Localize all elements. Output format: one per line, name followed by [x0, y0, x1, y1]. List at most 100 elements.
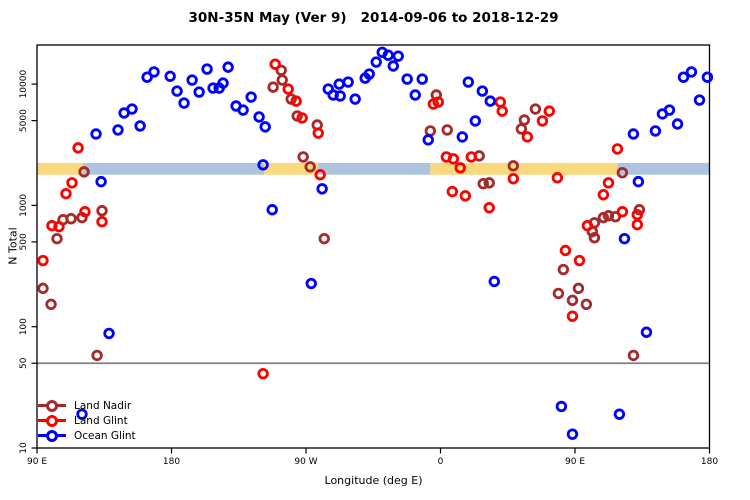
data-point-ocean-glint — [618, 232, 631, 245]
data-point-land-glint — [581, 219, 594, 232]
band-segment-blue — [617, 162, 710, 175]
data-point-land-glint — [257, 367, 269, 380]
data-point-land-glint — [483, 201, 495, 214]
y-axis-tick-label: 1000 — [19, 194, 29, 217]
data-point-land-glint — [314, 169, 326, 181]
legend-item-ocean-glint: Ocean Glint — [38, 428, 136, 443]
data-point-ocean-glint — [409, 89, 421, 101]
legend-label: Land Glint — [74, 414, 128, 427]
data-point-ocean-glint — [245, 91, 257, 103]
data-point-land-glint — [282, 83, 294, 95]
x-axis-label: Longitude (deg E) — [324, 474, 423, 487]
data-point-land-glint — [296, 112, 308, 124]
data-point-land-glint — [465, 151, 477, 163]
land-glint-marker-icon — [38, 414, 66, 427]
data-point-land-nadir — [529, 103, 542, 115]
data-point-land-glint — [543, 105, 555, 117]
x-axis-tick-label: 90 W — [294, 457, 317, 467]
band-segment-orange — [37, 162, 84, 175]
data-point-land-glint — [53, 220, 65, 233]
data-point-land-glint — [559, 244, 572, 257]
data-point-land-glint — [454, 162, 466, 174]
legend-label: Ocean Glint — [74, 429, 136, 442]
data-point-ocean-glint — [632, 175, 645, 188]
data-point-land-glint — [79, 206, 91, 218]
data-point-ocean-glint — [327, 89, 339, 101]
data-point-land-glint — [46, 219, 58, 232]
data-point-ocean-glint — [171, 85, 183, 97]
y-axis-tick-label: 10 — [19, 442, 29, 454]
data-point-land-glint — [72, 142, 84, 154]
data-point-ocean-glint — [640, 326, 653, 338]
chart-title: 30N-35N May (Ver 9) 2014-09-06 to 2018-1… — [188, 10, 559, 26]
data-point-ocean-glint — [186, 74, 198, 86]
data-point-ocean-glint — [370, 56, 382, 68]
data-point-ocean-glint — [387, 60, 399, 72]
data-point-land-glint — [459, 190, 472, 202]
data-point-ocean-glint — [693, 94, 706, 106]
data-point-ocean-glint — [257, 159, 269, 171]
data-point-land-nadir — [45, 298, 57, 310]
data-point-ocean-glint — [671, 118, 684, 130]
y-axis-tick-label: 100 — [19, 318, 29, 335]
data-point-ocean-glint — [401, 73, 413, 85]
data-point-land-nadir — [318, 232, 330, 245]
data-point-ocean-glint — [685, 66, 698, 78]
data-point-ocean-glint — [484, 95, 496, 107]
legend-item-land-nadir: Land Nadir — [38, 398, 136, 413]
data-point-land-nadir — [616, 167, 629, 179]
data-point-land-nadir — [518, 114, 531, 126]
data-point-ocean-glint — [566, 428, 579, 440]
data-point-land-nadir — [552, 287, 565, 300]
legend: Land Nadir Land Glint Ocean Glint — [38, 398, 136, 443]
data-point-ocean-glint — [164, 70, 176, 82]
data-point-land-glint — [611, 143, 624, 155]
data-point-land-nadir — [96, 205, 108, 217]
data-point-ocean-glint — [266, 204, 278, 216]
data-point-ocean-glint — [363, 68, 375, 80]
data-point-ocean-glint — [305, 277, 317, 290]
data-point-land-glint — [521, 131, 534, 143]
data-point-ocean-glint — [95, 175, 107, 188]
data-point-ocean-glint — [649, 125, 662, 137]
data-point-ocean-glint — [103, 327, 115, 340]
land-nadir-marker-icon — [38, 399, 66, 412]
data-point-land-glint — [37, 254, 49, 267]
x-axis-tick-label: 90 E — [565, 457, 585, 467]
data-point-land-glint — [66, 177, 78, 189]
data-point-ocean-glint — [701, 71, 714, 83]
data-point-ocean-glint — [627, 128, 640, 140]
legend-item-land-glint: Land Glint — [38, 413, 136, 428]
y-axis-tick-label: 10000 — [19, 70, 29, 99]
data-point-ocean-glint — [392, 50, 404, 62]
band-segment-orange — [264, 162, 319, 175]
data-point-ocean-glint — [613, 408, 626, 420]
data-point-land-glint — [566, 310, 579, 322]
data-point-land-nadir — [304, 161, 316, 173]
data-point-ocean-glint — [334, 90, 346, 102]
ocean-glint-marker-icon — [38, 429, 66, 442]
data-point-ocean-glint — [193, 86, 205, 98]
data-point-ocean-glint — [422, 134, 434, 146]
data-point-ocean-glint — [207, 82, 219, 94]
data-point-land-glint — [597, 189, 610, 201]
data-point-land-nadir — [580, 298, 593, 310]
data-point-land-glint — [507, 173, 519, 185]
data-point-ocean-glint — [90, 128, 102, 140]
data-point-ocean-glint — [456, 131, 469, 143]
data-point-land-glint — [494, 96, 506, 108]
data-point-land-glint — [616, 206, 629, 218]
data-point-land-glint — [312, 127, 324, 139]
x-axis-tick-label: 180 — [163, 457, 180, 467]
data-point-land-glint — [536, 115, 549, 127]
band-segment-orange — [430, 162, 618, 175]
data-point-ocean-glint — [316, 183, 328, 195]
data-point-land-nadir — [483, 177, 495, 189]
data-point-ocean-glint — [253, 111, 265, 123]
data-point-ocean-glint — [112, 124, 124, 136]
data-point-ocean-glint — [382, 49, 394, 61]
data-point-ocean-glint — [201, 63, 213, 75]
data-point-land-glint — [96, 215, 108, 228]
data-point-land-nadir — [627, 349, 640, 362]
